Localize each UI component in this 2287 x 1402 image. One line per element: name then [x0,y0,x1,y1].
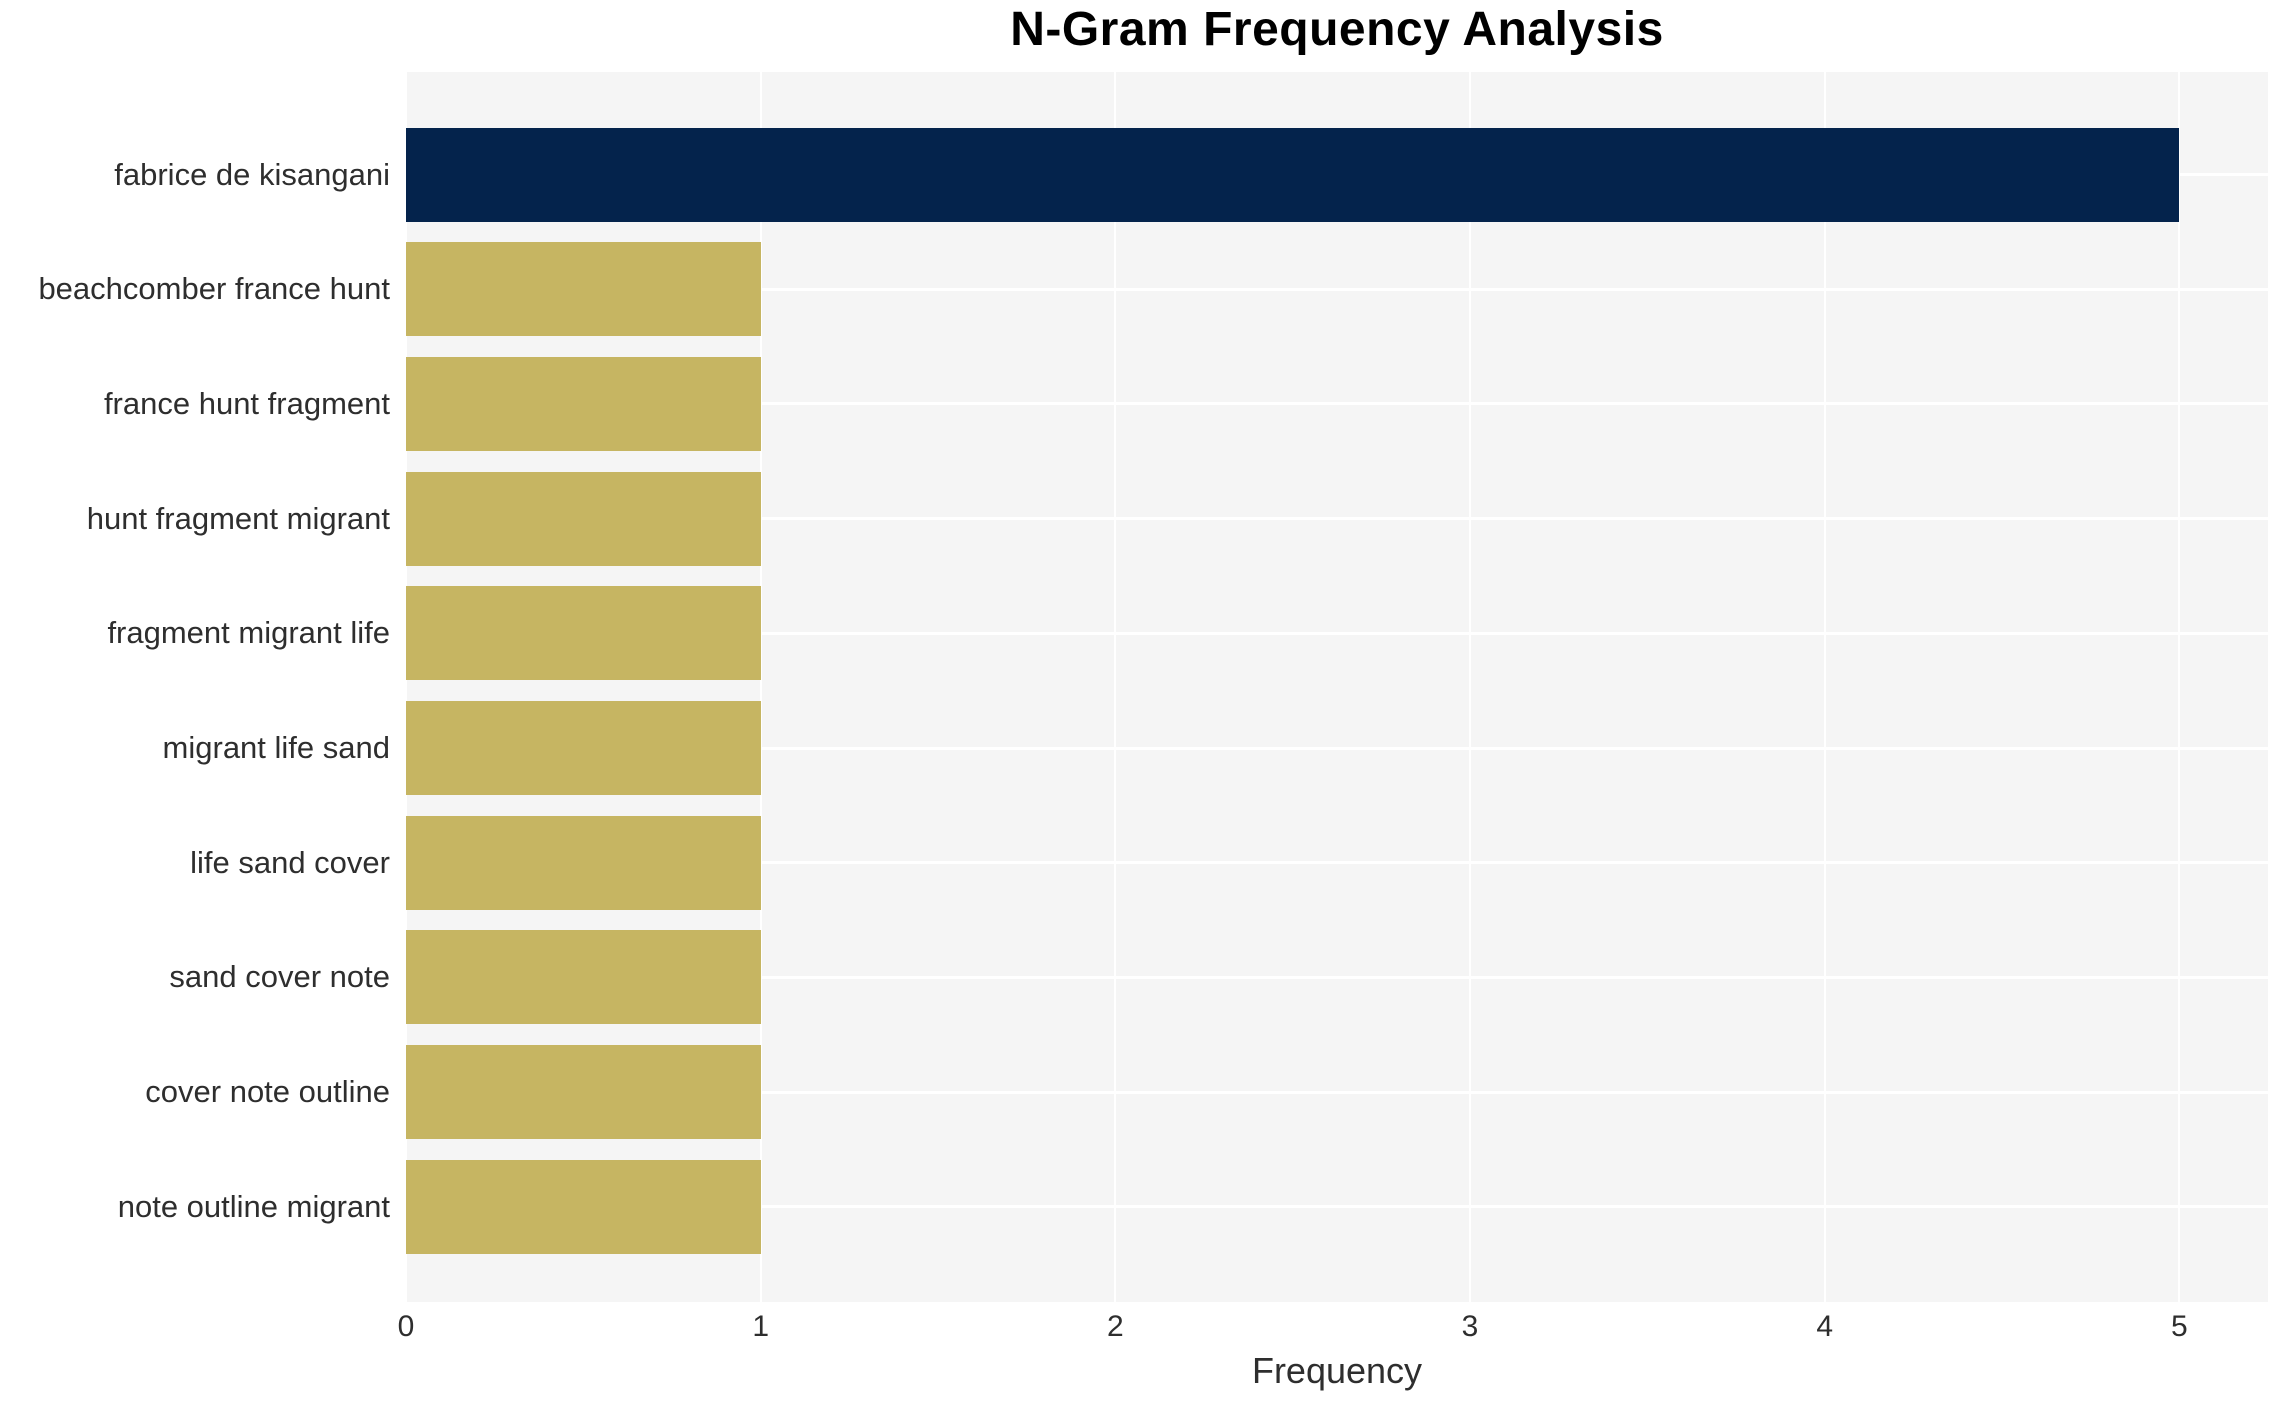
x-gridline [1823,72,1826,1302]
y-axis-label: beachcomber france hunt [38,271,390,307]
y-axis-label: migrant life sand [162,730,390,765]
y-axis-label: cover note outline [145,1074,390,1110]
y-gridline [406,1205,2268,1209]
y-axis-label: hunt fragment migrant [86,500,390,536]
x-axis: 0 1 2 3 4 5 [398,1302,2268,1350]
x-tick-label: 5 [2170,1310,2188,1343]
x-axis-title: Frequency [1251,1350,1423,1391]
bar [406,242,761,337]
plot-area [405,72,2268,1302]
x-gridline [759,72,762,1302]
y-gridline [406,631,2268,635]
bar [406,471,761,566]
bar [406,701,761,795]
y-axis-label: france hunt fragment [103,385,390,421]
bar [406,356,761,451]
y-gridline [406,517,2268,521]
bar [406,815,761,910]
bar [406,586,761,681]
y-axis-label: note outline migrant [117,1188,390,1224]
x-gridline [405,72,407,1302]
y-axis-label: fragment migrant life [107,615,390,651]
y-axis-label: life sand cover [190,844,390,880]
y-gridline [406,861,2268,865]
x-tick-label: 1 [752,1310,769,1343]
x-gridline [1114,72,1117,1302]
x-tick-label: 4 [1816,1310,1833,1343]
chart-title: N-Gram Frequency Analysis [1010,3,1664,56]
x-tick-label: 3 [1461,1310,1479,1343]
bar [406,1045,761,1140]
y-gridline [406,975,2268,979]
x-tick-label: 0 [397,1310,415,1343]
x-gridline [1469,72,1471,1302]
y-axis-label: fabrice de kisangani [114,156,390,192]
bar [406,930,761,1025]
y-gridline [406,746,2268,750]
y-gridline [406,287,2268,291]
y-gridline [406,1090,2268,1094]
x-tick-label: 2 [1106,1310,1124,1343]
y-gridline [406,402,2268,406]
y-axis-label: sand cover note [169,959,390,995]
y-axis: fabrice de kisangani beachcomber france h… [0,72,390,1302]
bar [406,1159,761,1254]
x-gridline [2178,72,2181,1302]
bar [406,127,2180,222]
